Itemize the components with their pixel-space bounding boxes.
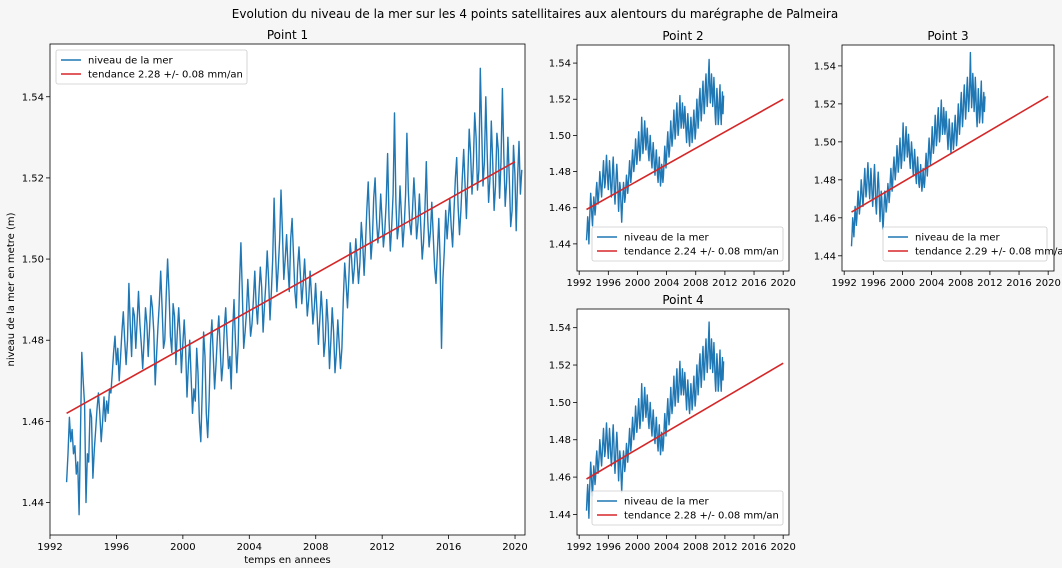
x-tick-label: 2004 xyxy=(654,278,679,289)
axes-frame xyxy=(576,308,790,536)
y-tick-label: 1.50 xyxy=(22,255,44,266)
x-tick-label: 2008 xyxy=(948,278,973,289)
x-tick-label: 2016 xyxy=(436,542,461,553)
x-tick-label: 2008 xyxy=(683,278,708,289)
subplot-title: Point 4 xyxy=(662,293,703,307)
y-axis-label: niveau de la mer en metre (m) xyxy=(6,212,17,366)
subplot-4: 1992 1996 2000 2004 2008 2012 2016 2020 1.44 1.46… xyxy=(549,293,796,553)
x-tick-label: 2020 xyxy=(1035,278,1060,289)
trend-line xyxy=(66,161,516,414)
x-tick-label: 1996 xyxy=(596,542,621,553)
legend-box xyxy=(55,49,248,85)
x-tick-label: 2004 xyxy=(654,542,679,553)
y-tick-label: 1.48 xyxy=(814,175,836,186)
legend-label-trend: tendance 2.29 +/- 0.08 mm/an xyxy=(915,247,1062,258)
subplot-title: Point 1 xyxy=(267,28,308,42)
trend-line xyxy=(851,95,1049,213)
y-tick-label: 1.44 xyxy=(549,510,571,521)
y-tick-label: 1.52 xyxy=(549,361,571,372)
y-tick-label: 1.46 xyxy=(549,203,571,214)
y-tick-label: 1.50 xyxy=(549,398,571,409)
legend-label-sea-level: niveau de la mer xyxy=(915,233,1000,244)
legend-label-sea-level: niveau de la mer xyxy=(624,497,709,508)
subplot-title: Point 3 xyxy=(927,29,968,43)
legend-label-sea-level: niveau de la mer xyxy=(88,56,173,67)
x-tick-label: 2004 xyxy=(237,542,262,553)
x-tick-label: 2012 xyxy=(369,542,394,553)
x-tick-label: 2016 xyxy=(741,542,766,553)
legend: niveau de la mer tendance 2.29 +/- 0.08 m… xyxy=(882,226,1062,262)
figure-title: Evolution du niveau de la mer sur les 4 … xyxy=(232,7,838,21)
x-tick-label: 2000 xyxy=(170,542,195,553)
x-axis-label: temps en annees xyxy=(244,555,331,566)
x-tick-label: 2000 xyxy=(625,278,650,289)
y-tick-label: 1.52 xyxy=(549,95,571,106)
y-tick-label: 1.54 xyxy=(549,323,571,334)
y-tick-label: 1.50 xyxy=(549,131,571,142)
y-tick-label: 1.48 xyxy=(549,435,571,446)
y-tick-label: 1.52 xyxy=(814,99,836,110)
x-tick-label: 2004 xyxy=(919,278,944,289)
sea-level-series-line xyxy=(65,67,523,516)
x-tick-label: 1996 xyxy=(104,542,129,553)
subplot-title: Point 2 xyxy=(662,29,703,43)
x-tick-label: 1992 xyxy=(566,278,591,289)
x-tick-label: 2016 xyxy=(741,278,766,289)
x-tick-label: 1992 xyxy=(37,542,62,553)
y-tick-label: 1.46 xyxy=(814,213,836,224)
y-tick-label: 1.48 xyxy=(22,336,44,347)
y-tick-label: 1.52 xyxy=(22,173,44,184)
legend: niveau de la mer tendance 2.28 +/- 0.08 m… xyxy=(591,490,784,526)
legend-label-trend: tendance 2.28 +/- 0.08 mm/an xyxy=(624,511,779,522)
x-tick-label: 1992 xyxy=(566,542,591,553)
x-tick-label: 2000 xyxy=(625,542,650,553)
subplot-3: 1992 1996 2000 2004 2008 2012 2016 2020 1.44 1.46… xyxy=(814,29,1062,289)
y-tick-label: 1.54 xyxy=(814,61,836,72)
legend: niveau de la mer tendance 2.24 +/- 0.08 m… xyxy=(591,226,784,262)
y-tick-label: 1.54 xyxy=(549,59,571,70)
trend-line xyxy=(586,362,784,480)
axes-frame xyxy=(576,44,790,272)
legend-box xyxy=(591,490,784,526)
y-tick-label: 1.48 xyxy=(549,167,571,178)
trend-line xyxy=(586,98,784,211)
sea-level-series-line xyxy=(585,321,725,519)
x-tick-label: 2012 xyxy=(712,542,737,553)
x-tick-label: 2008 xyxy=(683,542,708,553)
sea-level-series-line xyxy=(850,51,986,247)
subplot-2: 1992 1996 2000 2004 2008 2012 2016 2020 1.44 1.46… xyxy=(549,29,796,289)
subplot-1: 1992 1996 2000 2004 2008 2012 2016 2020 1.44 1.46… xyxy=(6,28,528,566)
x-tick-label: 1996 xyxy=(596,278,621,289)
x-tick-label: 2020 xyxy=(770,278,795,289)
x-tick-label: 2016 xyxy=(1006,278,1031,289)
y-tick-label: 1.46 xyxy=(22,417,44,428)
legend-box xyxy=(882,226,1048,262)
x-tick-label: 2012 xyxy=(712,278,737,289)
axes-frame xyxy=(841,44,1055,272)
legend-label-trend: tendance 2.24 +/- 0.08 mm/an xyxy=(624,247,779,258)
axes-frame xyxy=(49,43,526,536)
x-tick-label: 2020 xyxy=(502,542,527,553)
x-tick-label: 2020 xyxy=(770,542,795,553)
legend-label-sea-level: niveau de la mer xyxy=(624,233,709,244)
x-tick-label: 1992 xyxy=(831,278,856,289)
y-tick-label: 1.50 xyxy=(814,137,836,148)
y-tick-label: 1.54 xyxy=(22,92,44,103)
y-tick-label: 1.46 xyxy=(549,473,571,484)
legend-box xyxy=(591,226,784,262)
y-tick-label: 1.44 xyxy=(549,239,571,250)
x-tick-label: 1996 xyxy=(861,278,886,289)
legend: niveau de la mer tendance 2.28 +/- 0.08 m… xyxy=(55,49,248,85)
x-tick-label: 2012 xyxy=(977,278,1002,289)
x-tick-label: 2008 xyxy=(303,542,328,553)
x-tick-label: 2000 xyxy=(890,278,915,289)
y-tick-label: 1.44 xyxy=(22,498,44,509)
sea-level-series-line xyxy=(585,58,725,245)
y-tick-label: 1.44 xyxy=(814,251,836,262)
legend-label-trend: tendance 2.28 +/- 0.08 mm/an xyxy=(88,70,243,81)
